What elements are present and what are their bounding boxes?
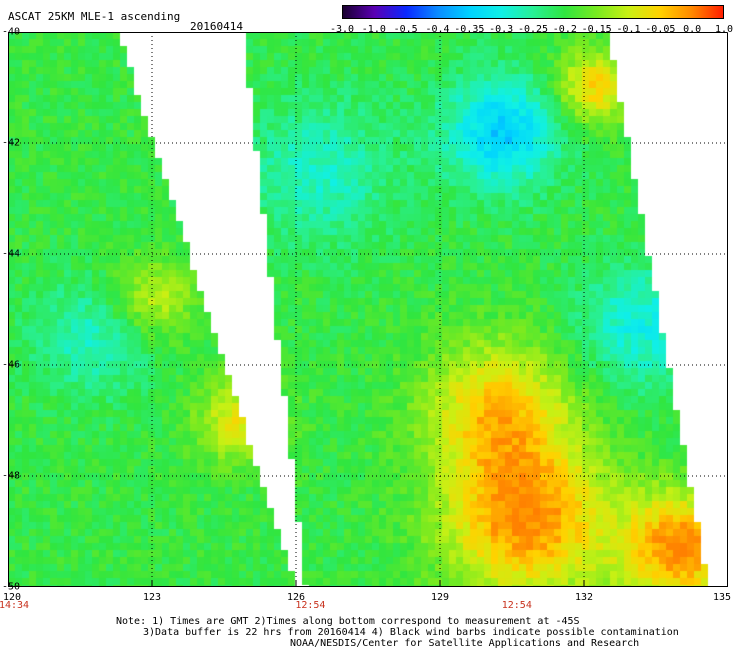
mle-map [8,32,728,587]
colorbar-label: -1.0 [361,24,386,35]
colorbar-label: 1.0 [714,24,734,35]
note-line-2: 3)Data buffer is 22 hrs from 20160414 4)… [143,627,679,638]
colorbar-label: -0.3 [489,24,514,35]
map-grid [8,32,728,587]
note-line-3: NOAA/NESDIS/Center for Satellite Applica… [290,638,640,649]
colorbar-label: -0.5 [393,24,418,35]
lon-tick-label: 132 [574,592,594,603]
lat-tick-label: -44 [2,248,21,260]
colorbar-label: 0.0 [683,24,702,35]
colorbar-label: -0.05 [645,24,676,35]
map-title: ASCAT 25KM MLE-1 ascending [8,10,181,23]
colorbar [342,5,724,19]
lat-tick-label: -46 [2,359,21,371]
lon-tick-label: 123 [142,592,162,603]
time-label: 14:34 [0,600,30,611]
time-label: 12:54 [501,600,532,611]
lon-tick-label: 120 [2,592,22,603]
colorbar-label: -3.0 [329,24,355,35]
colorbar-label: -0.2 [552,24,577,35]
lat-tick-label: -40 [2,26,21,38]
lon-tick-label: 129 [430,592,450,603]
colorbar-label: -0.25 [517,24,549,35]
colorbar-label: -0.4 [425,24,450,35]
map-date: 20160414 [190,20,243,33]
colorbar-label: -0.15 [581,24,612,35]
colorbar-label: -0.35 [454,24,485,35]
lon-tick-label: 126 [286,592,306,603]
lat-tick-label: -48 [2,470,21,482]
lat-tick-label: -50 [2,581,21,593]
colorbar-label: -0.1 [616,24,641,35]
lon-tick-label: 135 [712,592,732,603]
note-line-1: Note: 1) Times are GMT 2)Times along bot… [116,616,580,627]
time-label: 12:54 [295,600,326,611]
lat-tick-label: -42 [2,137,21,149]
